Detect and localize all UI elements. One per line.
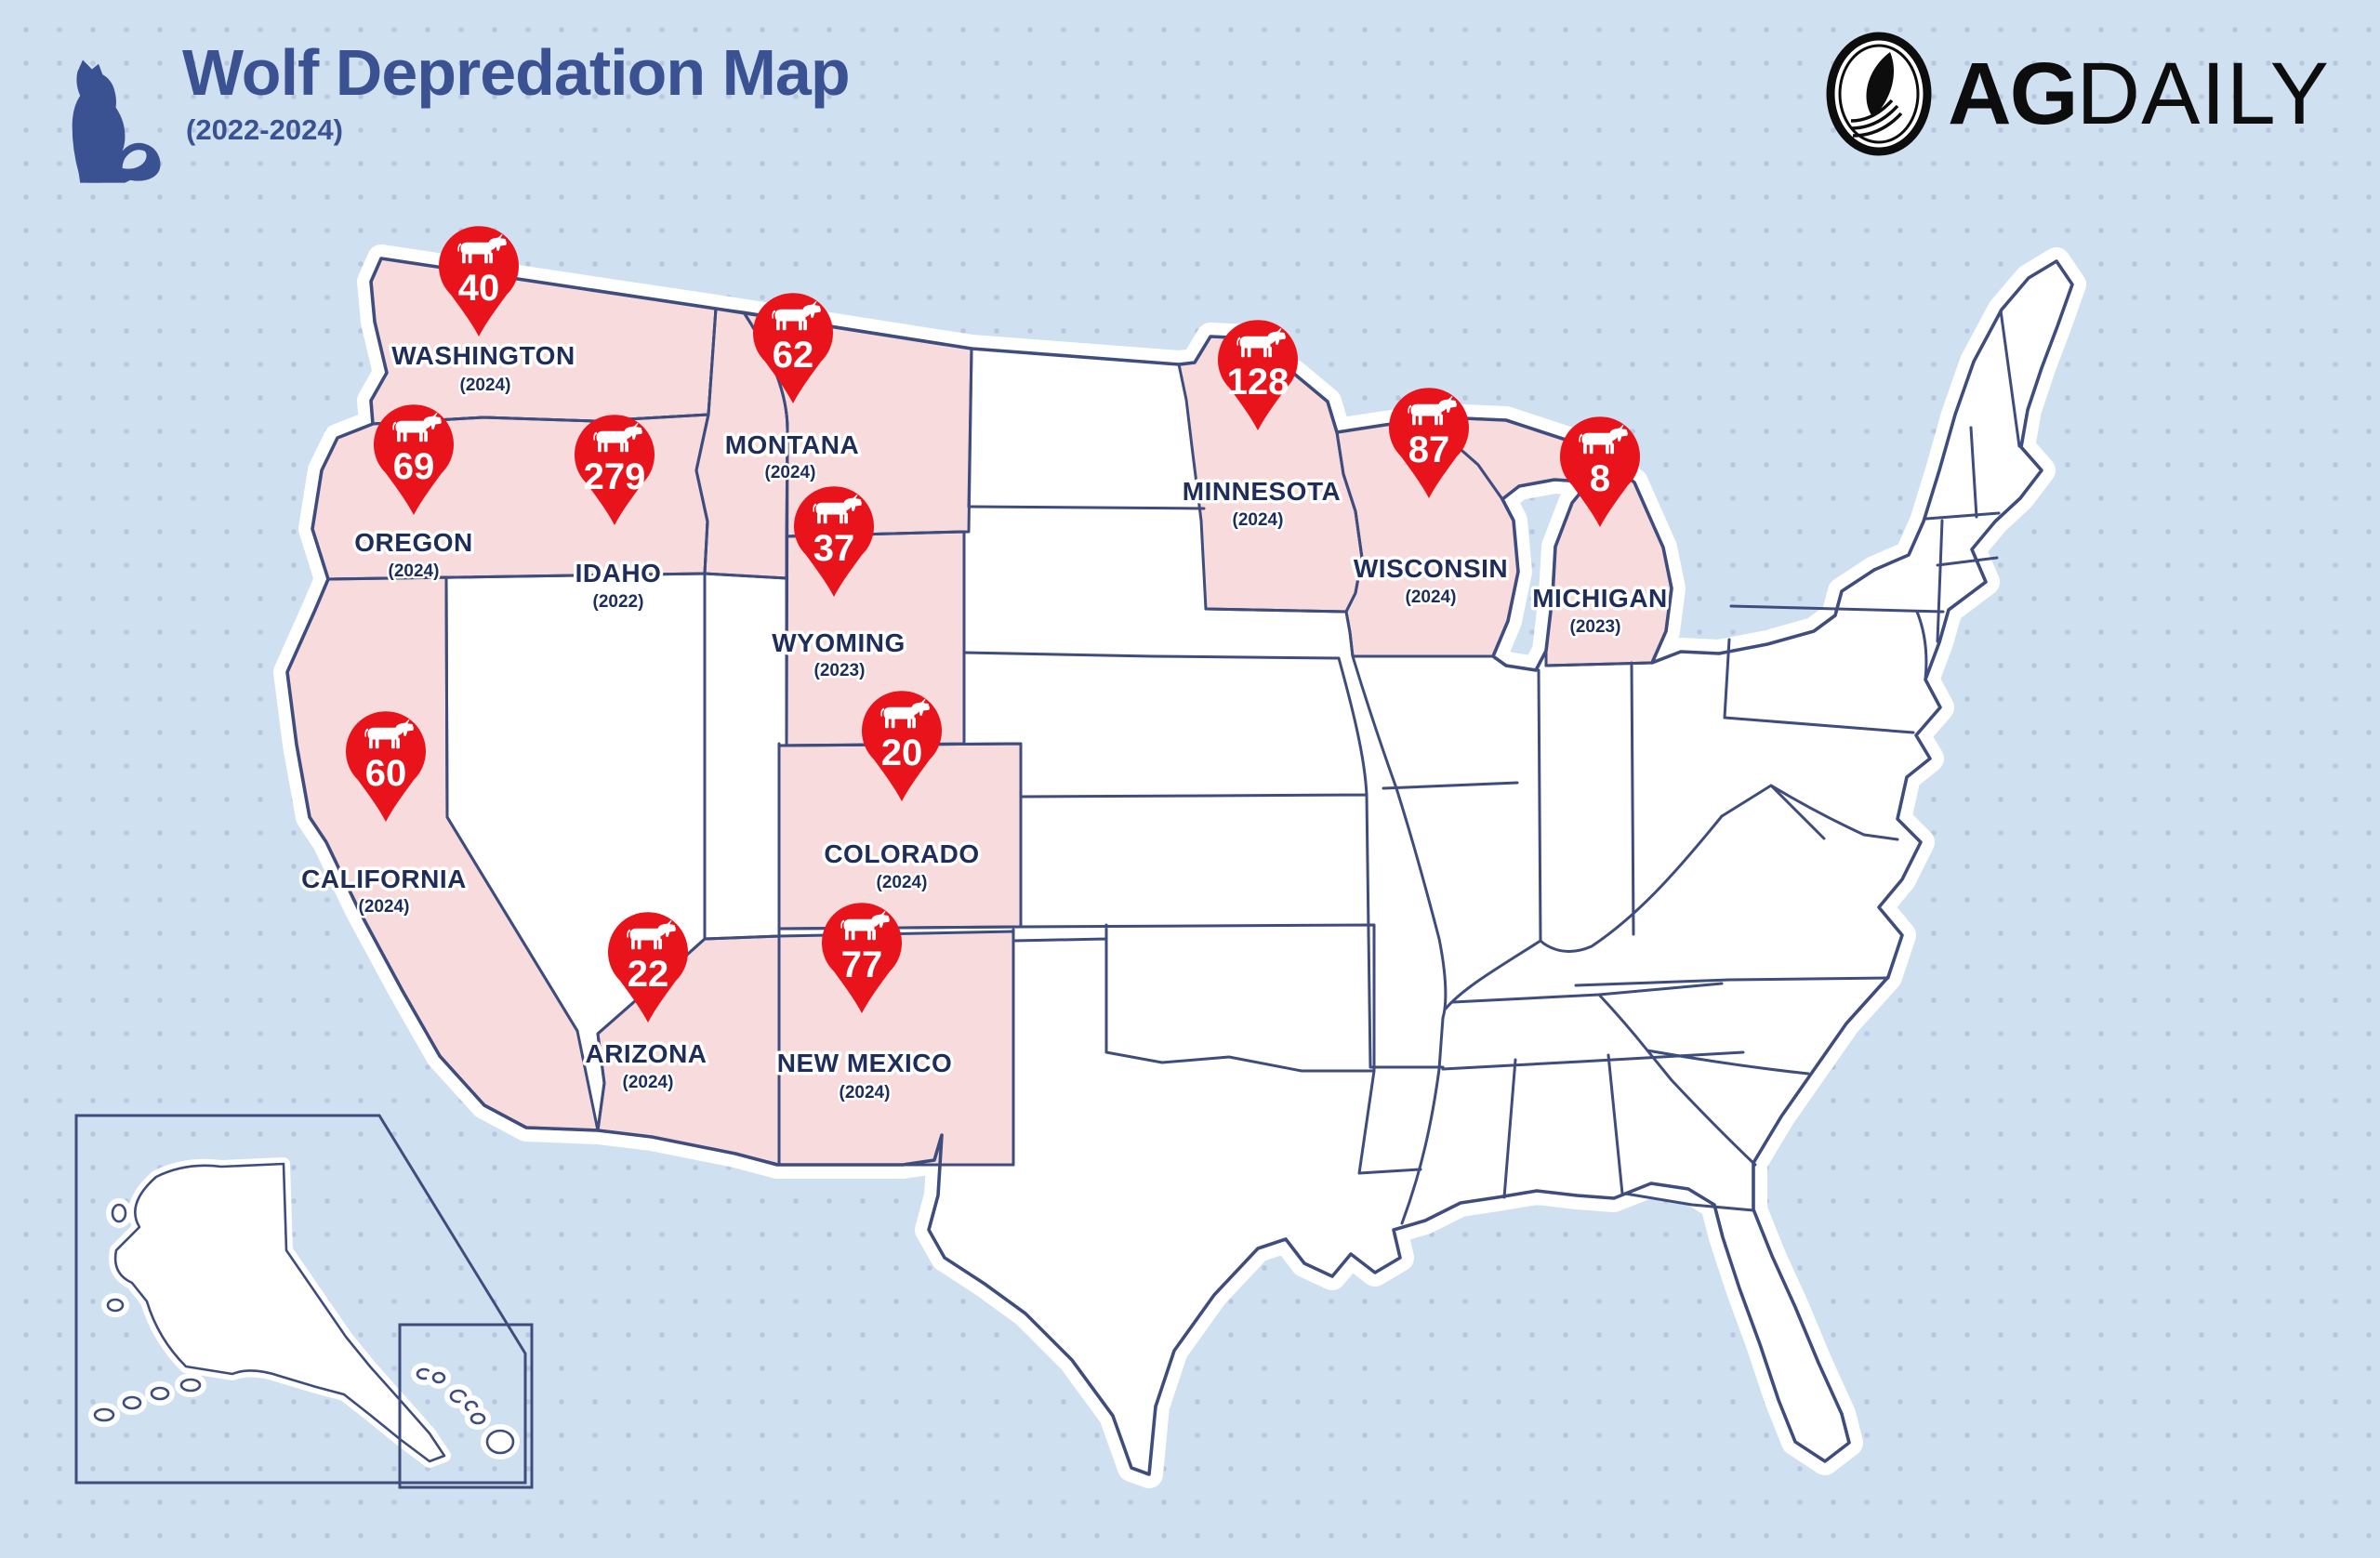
state-year-label: (2023) <box>814 661 866 680</box>
state-year-label: (2024) <box>623 1073 674 1092</box>
aleutian-islands <box>88 1198 206 1427</box>
logo-text-bold: AG <box>1947 44 2078 143</box>
alaska-inset <box>74 1114 527 1485</box>
svg-text:22: 22 <box>628 954 669 995</box>
marker-arizona: 22 ARIZONA (2024) <box>582 912 710 1095</box>
svg-text:77: 77 <box>841 944 883 985</box>
idaho-pin[interactable]: 279 <box>575 415 654 525</box>
state-year-label: (2024) <box>1233 510 1284 530</box>
state-year-label: (2024) <box>460 376 511 395</box>
state-label: CALIFORNIA <box>301 865 467 893</box>
oregon-pin[interactable]: 69 <box>374 404 454 515</box>
california-pin[interactable]: 60 <box>346 711 426 822</box>
marker-wyoming: 37 WYOMING (2023) <box>769 486 908 683</box>
hawaii-inset <box>398 1323 534 1489</box>
washington-pin[interactable]: 40 <box>439 226 519 337</box>
wyoming-pin[interactable]: 37 <box>794 486 874 597</box>
state-label: MINNESOTA <box>1183 477 1341 506</box>
svg-text:37: 37 <box>813 528 855 569</box>
header: Wolf Depredation Map (2022-2024) <box>46 36 851 184</box>
logo-text-light: DAILY <box>2076 44 2330 143</box>
alaska-inset-box <box>74 1114 527 1485</box>
svg-text:40: 40 <box>458 268 500 309</box>
state-label: WYOMING <box>772 628 906 657</box>
alaska-shape <box>113 1162 446 1463</box>
state-year-label: (2024) <box>389 561 440 581</box>
hawaii-islands <box>411 1363 520 1459</box>
svg-text:87: 87 <box>1408 429 1450 470</box>
state-year-label: (2024) <box>359 897 410 917</box>
hawaii-inset-box <box>398 1323 534 1489</box>
state-label: WASHINGTON <box>391 341 575 370</box>
agdaily-leaf-icon <box>1826 32 1932 156</box>
marker-oregon: 69 OREGON (2024) <box>351 404 476 584</box>
colorado-pin[interactable]: 20 <box>862 691 942 801</box>
state-year-label: (2024) <box>765 463 816 482</box>
agdaily-wordmark: AGDAILY <box>1948 44 2330 145</box>
agdaily-logo: AGDAILY <box>1825 32 2330 156</box>
state-label: COLORADO <box>824 839 979 868</box>
state-label: MICHIGAN <box>1532 584 1668 613</box>
state-label: ARIZONA <box>585 1039 707 1068</box>
svg-text:279: 279 <box>584 456 646 497</box>
state-year-label: (2022) <box>593 592 644 612</box>
markers-layer: 40 WASHINGTON (2024) 69 OREGON (2024) <box>298 226 1671 1105</box>
svg-text:128: 128 <box>1227 362 1289 403</box>
state-year-label: (2024) <box>840 1083 891 1102</box>
marker-wisconsin: 87 WISCONSIN (2024) <box>1350 388 1511 610</box>
state-label: OREGON <box>354 528 472 557</box>
state-label: IDAHO <box>575 559 662 588</box>
marker-idaho: 279 IDAHO (2022) <box>572 415 664 614</box>
state-year-label: (2024) <box>877 873 928 892</box>
svg-text:69: 69 <box>393 446 435 487</box>
svg-text:60: 60 <box>365 753 407 794</box>
marker-colorado: 20 COLORADO (2024) <box>821 691 983 895</box>
minnesota-pin[interactable]: 128 <box>1218 320 1298 430</box>
state-label: NEW MEXICO <box>777 1049 953 1077</box>
state-label: WISCONSIN <box>1354 554 1508 583</box>
marker-new-mexico: 77 NEW MEXICO (2024) <box>774 903 955 1105</box>
montana-pin[interactable]: 62 <box>753 293 833 403</box>
page-subtitle: (2022-2024) <box>186 112 343 146</box>
page-title: Wolf Depredation Map <box>182 36 851 109</box>
svg-text:20: 20 <box>881 733 923 773</box>
michigan-pin[interactable]: 8 <box>1560 416 1640 527</box>
marker-minnesota: 128 MINNESOTA (2024) <box>1179 320 1343 533</box>
new-mexico-pin[interactable]: 77 <box>822 903 902 1013</box>
state-year-label: (2024) <box>1406 588 1457 607</box>
marker-michigan: 8 MICHIGAN (2023) <box>1529 416 1671 640</box>
wolf-icon <box>72 59 161 183</box>
state-year-label: (2023) <box>1570 617 1621 637</box>
marker-california: 60 CALIFORNIA (2024) <box>298 711 469 919</box>
wisconsin-pin[interactable]: 87 <box>1389 388 1469 498</box>
state-label: MONTANA <box>725 430 860 459</box>
state-borders <box>326 307 2021 1225</box>
arizona-pin[interactable]: 22 <box>608 912 688 1023</box>
marker-montana: 62 MONTANA (2024) <box>721 293 862 485</box>
marker-washington: 40 WASHINGTON (2024) <box>389 226 578 398</box>
svg-text:62: 62 <box>773 335 814 376</box>
svg-text:8: 8 <box>1590 458 1610 499</box>
